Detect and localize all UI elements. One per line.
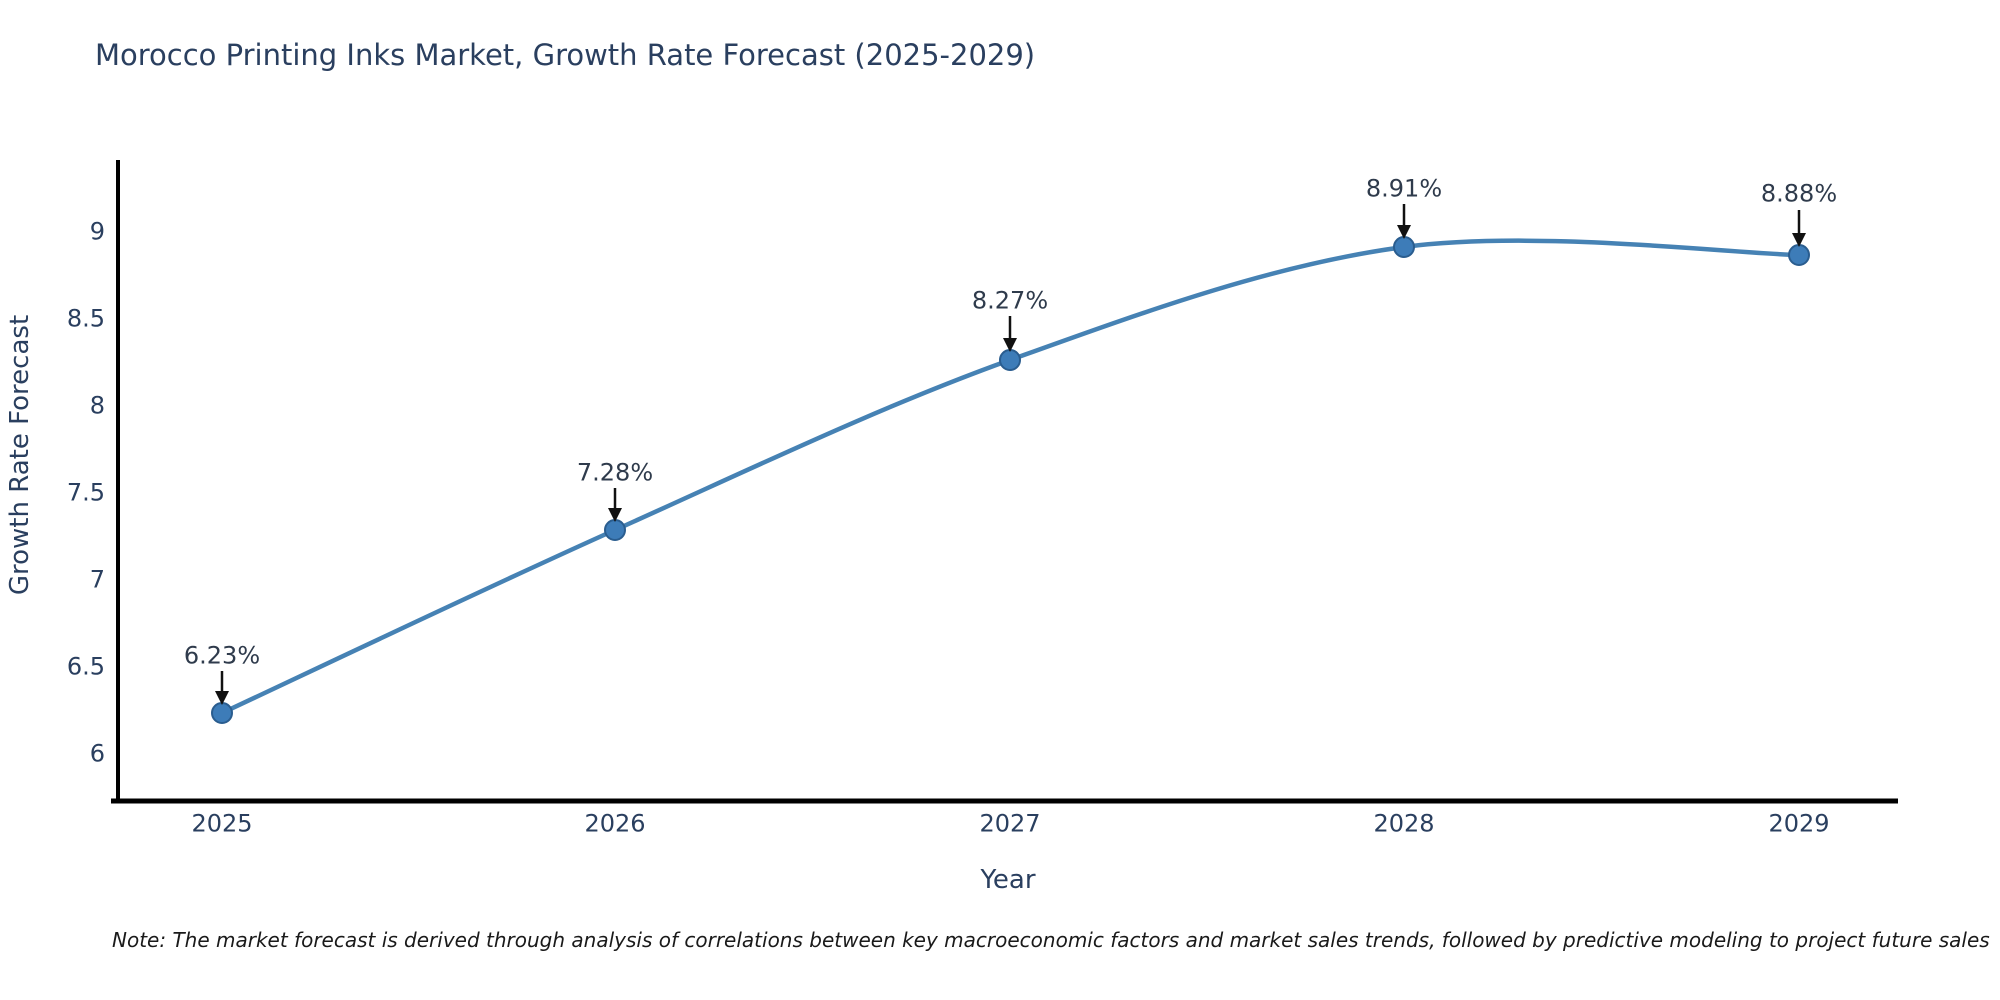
data-point-2025 [211,702,233,724]
x-axis-title: Year [979,865,1035,895]
down-arrow-icon [1003,316,1017,352]
data-point-value-labels: 6.23% 7.28% 8.27% 8.91% 8.88% [184,174,1837,669]
y-tick-6-5: 6.5 [67,652,105,680]
value-label-2029: 8.88% [1761,179,1837,207]
value-label-2027: 8.27% [972,286,1048,314]
x-axis-tick-labels: 2025 2026 2027 2028 2029 [191,809,1829,837]
y-tick-8-5: 8.5 [67,304,105,332]
y-tick-8: 8 [90,391,105,419]
value-label-2025: 6.23% [184,641,260,669]
down-arrow-icon [1397,204,1411,239]
x-tick-2025: 2025 [191,809,252,837]
value-label-2028: 8.91% [1366,174,1442,202]
data-point-2027 [999,349,1021,371]
down-arrow-icon [1792,210,1806,247]
data-point-markers [211,236,1810,724]
x-tick-2026: 2026 [584,809,645,837]
x-tick-2027: 2027 [979,809,1040,837]
y-tick-6: 6 [90,739,105,767]
data-point-2029 [1788,244,1810,266]
y-tick-9: 9 [90,217,105,245]
y-axis-tick-labels: 9 8.5 8 7.5 7 6.5 6 [67,217,105,767]
methodology-note: Note: The market forecast is derived thr… [112,928,1990,952]
x-tick-2029: 2029 [1768,809,1829,837]
annotation-arrows [215,204,1806,705]
chart-title: Morocco Printing Inks Market, Growth Rat… [95,38,1035,72]
x-tick-2028: 2028 [1373,809,1434,837]
y-axis-title: Growth Rate Forecast [5,315,35,595]
data-point-2026 [604,519,626,541]
y-tick-7-5: 7.5 [67,478,105,506]
value-label-2026: 7.28% [577,458,653,486]
data-point-2028 [1393,236,1415,258]
down-arrow-icon [608,488,622,522]
y-tick-7: 7 [90,565,105,593]
down-arrow-icon [215,671,229,705]
